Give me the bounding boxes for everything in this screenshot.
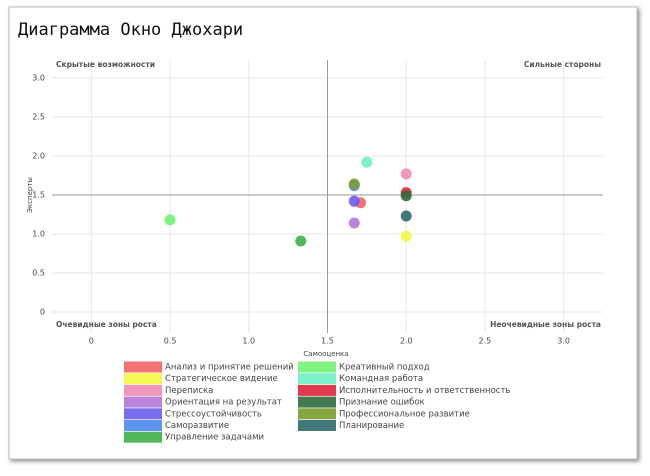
y-tick-label: 0 — [40, 307, 45, 316]
y-tick-label: 2.5 — [32, 112, 45, 121]
point — [348, 178, 360, 190]
quadrant-label: Неочевидные зоны роста — [490, 320, 601, 329]
legend-swatch — [124, 373, 162, 385]
point — [400, 230, 412, 242]
legend-swatch — [298, 373, 336, 385]
legend-label: Креативный подход — [339, 363, 430, 373]
legend-label: Переписка — [165, 386, 213, 396]
x-tick-label: 2.5 — [479, 337, 492, 346]
legend-swatch — [298, 420, 336, 431]
legend-label: Командная работа — [339, 374, 423, 384]
chart-title: Диаграмма Окно Джохари — [18, 20, 243, 40]
x-tick-label: 2.0 — [400, 337, 413, 346]
y-tick-label: 1.0 — [32, 229, 45, 238]
y-tick-label: 2.0 — [32, 151, 45, 160]
legend-swatch — [124, 420, 162, 431]
legend-swatch — [124, 384, 162, 396]
x-axis-label: Самооценка — [303, 350, 348, 358]
point — [400, 190, 412, 202]
quadrant-label: Очевидные зоны роста — [56, 320, 157, 329]
point — [400, 168, 412, 180]
quadrant-label: Скрытые возможности — [56, 60, 155, 69]
legend-swatch — [298, 408, 336, 420]
legend-swatch — [124, 431, 162, 443]
legend-swatch — [298, 361, 336, 373]
y-tick-label: 0.5 — [32, 268, 45, 277]
legend-label: Ориентация на результат — [165, 398, 282, 408]
legend-label: Планирование — [339, 421, 404, 431]
x-tick-label: 0.5 — [164, 337, 177, 346]
legend-swatch — [298, 384, 336, 396]
point — [361, 156, 373, 168]
legend-label: Стратегическое видение — [165, 374, 278, 384]
legend-label: Анализ и принятие решений — [165, 363, 294, 373]
legend-label: Управление задачами — [165, 433, 264, 443]
legend-label: Стрессоустойчивость — [165, 409, 262, 419]
point — [348, 217, 360, 229]
x-tick-label: 1.0 — [242, 337, 255, 346]
x-tick-label: 0 — [89, 337, 94, 346]
x-tick-label: 3.0 — [557, 337, 570, 346]
legend-swatch — [298, 396, 336, 408]
legend-label: Признание ошибок — [339, 398, 425, 408]
quadrant-label: Сильные стороны — [524, 60, 601, 69]
point — [164, 214, 176, 226]
legend-label: Профессиональное развитие — [339, 409, 470, 419]
point — [400, 210, 412, 222]
y-tick-label: 1.5 — [32, 190, 45, 199]
point — [348, 195, 360, 207]
legend-label: Исполнительность и ответственность — [339, 386, 510, 396]
x-tick-label: 1.5 — [321, 337, 334, 346]
legend-swatch — [124, 396, 162, 408]
y-axis-label: Эксперты — [26, 177, 34, 213]
legend-swatch — [124, 408, 162, 420]
legend-swatch — [124, 361, 162, 373]
legend-label: Саморазвитие — [165, 421, 229, 431]
point — [295, 235, 307, 247]
y-tick-label: 3.0 — [32, 73, 45, 82]
